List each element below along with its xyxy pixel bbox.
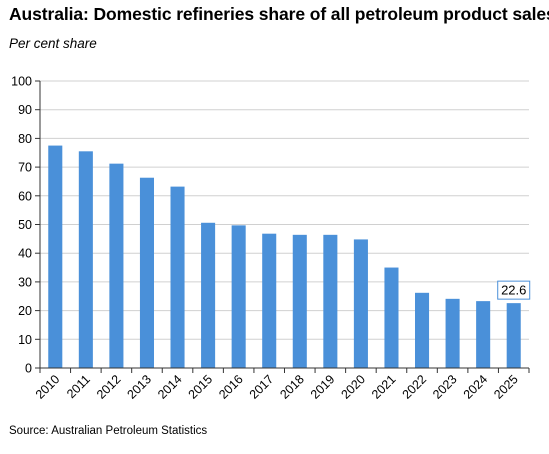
y-tick-label: 50 bbox=[18, 218, 32, 232]
bar bbox=[384, 267, 399, 368]
y-tick-label: 30 bbox=[18, 275, 32, 289]
x-tick-label: 2015 bbox=[186, 372, 216, 402]
x-tick-label: 2014 bbox=[155, 372, 185, 402]
bar bbox=[262, 233, 277, 368]
bar bbox=[139, 177, 154, 368]
x-tick-label: 2012 bbox=[94, 372, 124, 402]
x-tick-label: 2016 bbox=[216, 372, 246, 402]
y-tick-label: 0 bbox=[25, 362, 32, 376]
source-note: Source: Australian Petroleum Statistics bbox=[9, 425, 208, 437]
y-tick-label: 80 bbox=[18, 132, 32, 146]
bar bbox=[476, 301, 491, 368]
bar bbox=[323, 234, 338, 368]
y-tick-label: 70 bbox=[18, 161, 32, 175]
bar bbox=[109, 163, 124, 368]
bar bbox=[170, 186, 185, 368]
chart-subtitle: Per cent share bbox=[9, 36, 97, 51]
y-tick-labels: 0 10 20 30 40 50 60 70 80 90 100 bbox=[11, 75, 32, 376]
x-tick-label: 2011 bbox=[64, 372, 93, 401]
y-tick-label: 20 bbox=[18, 304, 32, 318]
x-tick-label: 2022 bbox=[400, 372, 430, 402]
x-tick-label: 2019 bbox=[308, 372, 338, 402]
x-tick-label: 2020 bbox=[338, 372, 368, 402]
chart-title: Australia: Domestic refineries share of … bbox=[9, 4, 549, 24]
data-label: 22.6 bbox=[501, 283, 526, 298]
bar bbox=[48, 145, 63, 368]
x-tick-label: 2024 bbox=[461, 372, 491, 402]
bars bbox=[48, 145, 521, 368]
x-tick-label: 2021 bbox=[369, 372, 399, 402]
x-tick-label: 2018 bbox=[277, 372, 307, 402]
bar bbox=[445, 298, 460, 368]
x-tick-label: 2013 bbox=[125, 372, 155, 402]
bar bbox=[201, 222, 216, 368]
x-tick-label: 2010 bbox=[33, 372, 63, 402]
y-tick-label: 60 bbox=[18, 189, 32, 203]
x-tick-label: 2023 bbox=[430, 372, 460, 402]
y-tick-label: 90 bbox=[18, 103, 32, 117]
bar bbox=[78, 151, 93, 368]
data-label-box bbox=[497, 280, 531, 300]
x-tick-labels: 2010 2011 2012 2013 2014 2015 2016 2017 2018 2019… bbox=[33, 372, 521, 402]
x-tick-label: 2017 bbox=[247, 372, 277, 402]
bar bbox=[292, 234, 307, 368]
x-tick-label: 2025 bbox=[491, 372, 521, 402]
axes bbox=[35, 80, 530, 373]
y-tick-label: 10 bbox=[18, 333, 32, 347]
bar bbox=[506, 303, 521, 368]
data-labels: 22.6 bbox=[497, 280, 531, 300]
y-tick-label: 100 bbox=[11, 75, 32, 89]
bar bbox=[353, 239, 368, 368]
bar bbox=[415, 292, 430, 368]
y-tick-label: 40 bbox=[18, 247, 32, 261]
bar bbox=[231, 225, 246, 368]
